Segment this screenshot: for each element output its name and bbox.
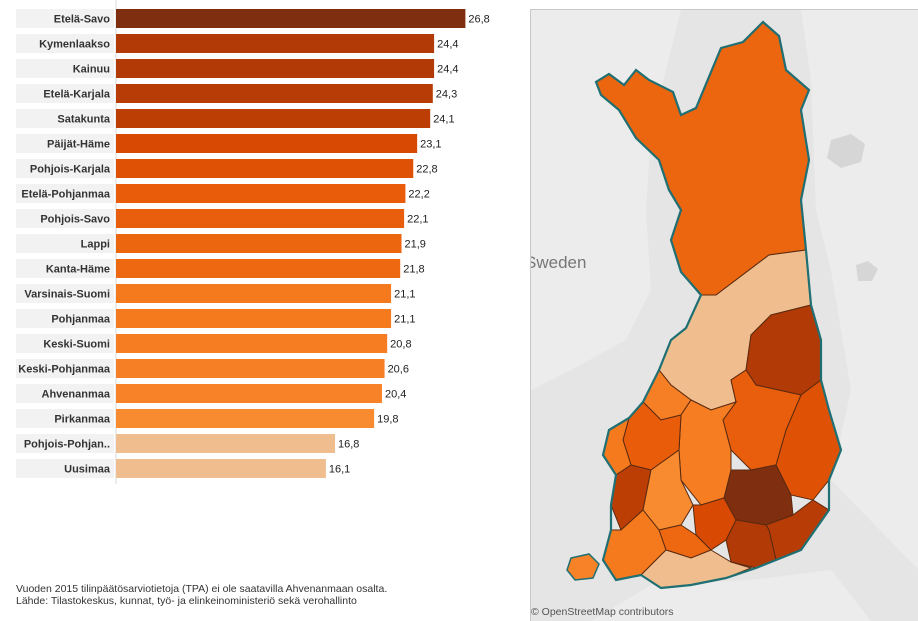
category-label: Kainuu — [73, 64, 110, 76]
value-label: 24,1 — [433, 114, 454, 126]
map-label-sweden: Sweden — [530, 253, 587, 272]
category-cell — [16, 234, 114, 253]
category-cell — [16, 34, 114, 53]
bar[interactable] — [116, 409, 375, 428]
value-label: 21,8 — [403, 264, 424, 276]
bar[interactable] — [116, 59, 435, 78]
category-cell — [16, 459, 114, 478]
category-label: Ahvenanmaa — [42, 389, 111, 401]
bar[interactable] — [116, 34, 435, 53]
finland-map[interactable] — [531, 10, 918, 621]
bar[interactable] — [116, 334, 388, 353]
value-label: 24,4 — [437, 39, 458, 51]
category-label: Kymenlaakso — [39, 39, 110, 51]
category-label: Uusimaa — [64, 464, 111, 476]
value-label: 22,1 — [407, 214, 428, 226]
category-label: Päijät-Häme — [47, 139, 110, 151]
category-cell — [16, 309, 114, 328]
category-cell — [16, 184, 114, 203]
map-attribution[interactable]: © OpenStreetMap contributors — [531, 606, 674, 618]
category-cell — [16, 284, 114, 303]
footnotes: Vuoden 2015 tilinpäätösarviotietoja (TPA… — [16, 583, 387, 607]
lake-shape — [856, 261, 878, 281]
finland-outline — [594, 20, 843, 590]
value-label: 16,1 — [329, 464, 350, 476]
bar[interactable] — [116, 184, 406, 203]
region-ahvenanmaa[interactable] — [566, 553, 600, 581]
value-label: 20,4 — [385, 389, 406, 401]
category-label: Keski-Pohjanmaa — [18, 364, 111, 376]
value-label: 22,2 — [408, 189, 429, 201]
sweden-land — [531, 10, 681, 390]
category-label: Lappi — [81, 239, 110, 251]
bar[interactable] — [116, 309, 392, 328]
bar[interactable] — [116, 284, 392, 303]
value-label: 21,1 — [394, 314, 415, 326]
footnote-source: Lähde: Tilastokeskus, kunnat, työ- ja el… — [16, 595, 357, 607]
value-label: 20,6 — [388, 364, 409, 376]
category-cell — [16, 409, 114, 428]
category-label: Pohjois-Pohjan.. — [24, 439, 110, 451]
category-label: Pohjois-Savo — [40, 214, 110, 226]
value-label: 21,9 — [405, 239, 426, 251]
category-label: Pohjois-Karjala — [30, 164, 111, 176]
bar[interactable] — [116, 209, 405, 228]
value-label: 22,8 — [416, 164, 437, 176]
map-panel[interactable]: Sweden © OpenStreetMap contributors — [530, 9, 918, 621]
value-label: 23,1 — [420, 139, 441, 151]
bar-chart: Etelä-Savo 26,8 Kymenlaakso 24,4 Kainuu 24,4 E… — [16, 0, 490, 484]
category-label: Kanta-Häme — [46, 264, 110, 276]
category-cell — [16, 109, 114, 128]
category-cell — [16, 134, 114, 153]
bar[interactable] — [116, 84, 433, 103]
estonia-land — [591, 570, 871, 621]
value-label: 24,3 — [436, 89, 457, 101]
footnote-data-note: Vuoden 2015 tilinpäätösarviotietoja (TPA… — [16, 583, 388, 595]
category-cell — [16, 9, 114, 28]
value-label: 20,8 — [390, 339, 411, 351]
category-cell — [16, 84, 114, 103]
bar[interactable] — [116, 434, 336, 453]
category-label: Pirkanmaa — [54, 414, 111, 426]
category-cell — [16, 159, 114, 178]
bar[interactable] — [116, 109, 431, 128]
category-cell — [16, 359, 114, 378]
value-label: 19,8 — [377, 414, 398, 426]
category-cell — [16, 259, 114, 278]
category-label: Pohjanmaa — [51, 314, 111, 326]
bar[interactable] — [116, 234, 402, 253]
category-cell — [16, 334, 114, 353]
bar[interactable] — [116, 9, 466, 28]
category-label: Etelä-Karjala — [43, 89, 111, 101]
lake-shape — [827, 134, 865, 168]
category-label: Satakunta — [57, 114, 110, 126]
category-cell — [16, 209, 114, 228]
category-cell — [16, 384, 114, 403]
category-label: Varsinais-Suomi — [24, 289, 110, 301]
value-label: 16,8 — [338, 439, 359, 451]
category-label: Etelä-Pohjanmaa — [21, 189, 111, 201]
value-label: 26,8 — [468, 14, 489, 26]
bar[interactable] — [116, 459, 326, 478]
bar[interactable] — [116, 259, 401, 278]
category-cell — [16, 434, 114, 453]
bar[interactable] — [116, 359, 385, 378]
category-cell — [16, 59, 114, 78]
value-label: 21,1 — [394, 289, 415, 301]
category-label: Keski-Suomi — [43, 339, 110, 351]
bar[interactable] — [116, 134, 418, 153]
value-label: 24,4 — [437, 64, 458, 76]
bar[interactable] — [116, 384, 382, 403]
category-label: Etelä-Savo — [54, 14, 111, 26]
bar[interactable] — [116, 159, 414, 178]
